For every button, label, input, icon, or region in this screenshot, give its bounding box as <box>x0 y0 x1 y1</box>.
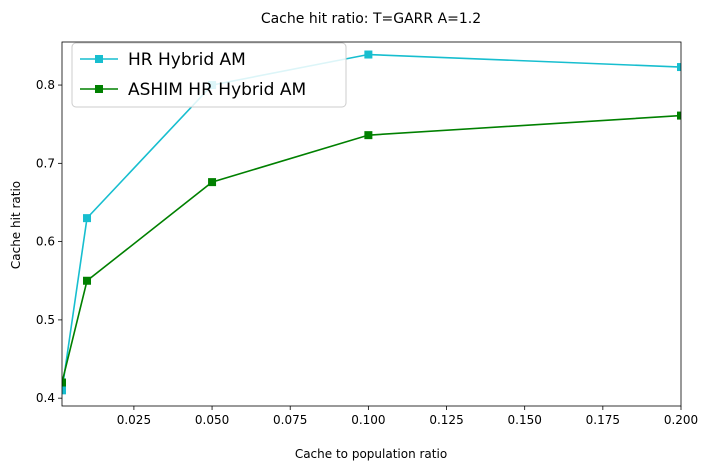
x-tick-label: 0.100 <box>351 413 385 427</box>
legend-marker <box>95 55 103 63</box>
legend-label: ASHIM HR Hybrid AM <box>128 80 306 100</box>
legend: HR Hybrid AM ASHIM HR Hybrid AM <box>71 42 347 108</box>
data-point <box>677 63 681 72</box>
chart-title: Cache hit ratio: T=GARR A=1.2 <box>261 11 481 27</box>
data-point <box>364 131 373 140</box>
x-tick-label: 0.150 <box>508 413 542 427</box>
y-tick-label: 0.6 <box>36 235 55 249</box>
data-point <box>677 111 681 120</box>
plot-area: 0.025 0.050 0.075 0.100 0.125 0.150 0.175 0.200… <box>36 41 698 427</box>
data-point <box>83 214 92 223</box>
data-point <box>208 178 217 187</box>
series-group <box>62 111 681 387</box>
data-point <box>62 378 66 387</box>
y-tick-label: 0.7 <box>36 156 55 170</box>
legend-box <box>71 42 347 108</box>
axes-frame <box>61 41 682 407</box>
y-tick-label: 0.5 <box>36 313 55 327</box>
x-tick-label: 0.050 <box>195 413 229 427</box>
x-tick-label: 0.175 <box>586 413 620 427</box>
y-tick-label: 0.4 <box>36 391 55 405</box>
y-axis-label: Cache hit ratio <box>9 181 23 269</box>
data-point <box>62 386 66 395</box>
legend-marker <box>95 85 103 93</box>
x-tick-label: 0.125 <box>429 413 463 427</box>
x-tick-label: 0.025 <box>117 413 151 427</box>
x-axis-label: Cache to population ratio <box>295 447 447 461</box>
data-point <box>83 276 92 285</box>
data-point <box>364 50 373 59</box>
y-tick-label: 0.8 <box>36 78 55 92</box>
x-tick-label: 0.200 <box>664 413 698 427</box>
legend-label: HR Hybrid AM <box>128 50 246 70</box>
x-tick-label: 0.075 <box>273 413 307 427</box>
series-line <box>62 114 681 383</box>
